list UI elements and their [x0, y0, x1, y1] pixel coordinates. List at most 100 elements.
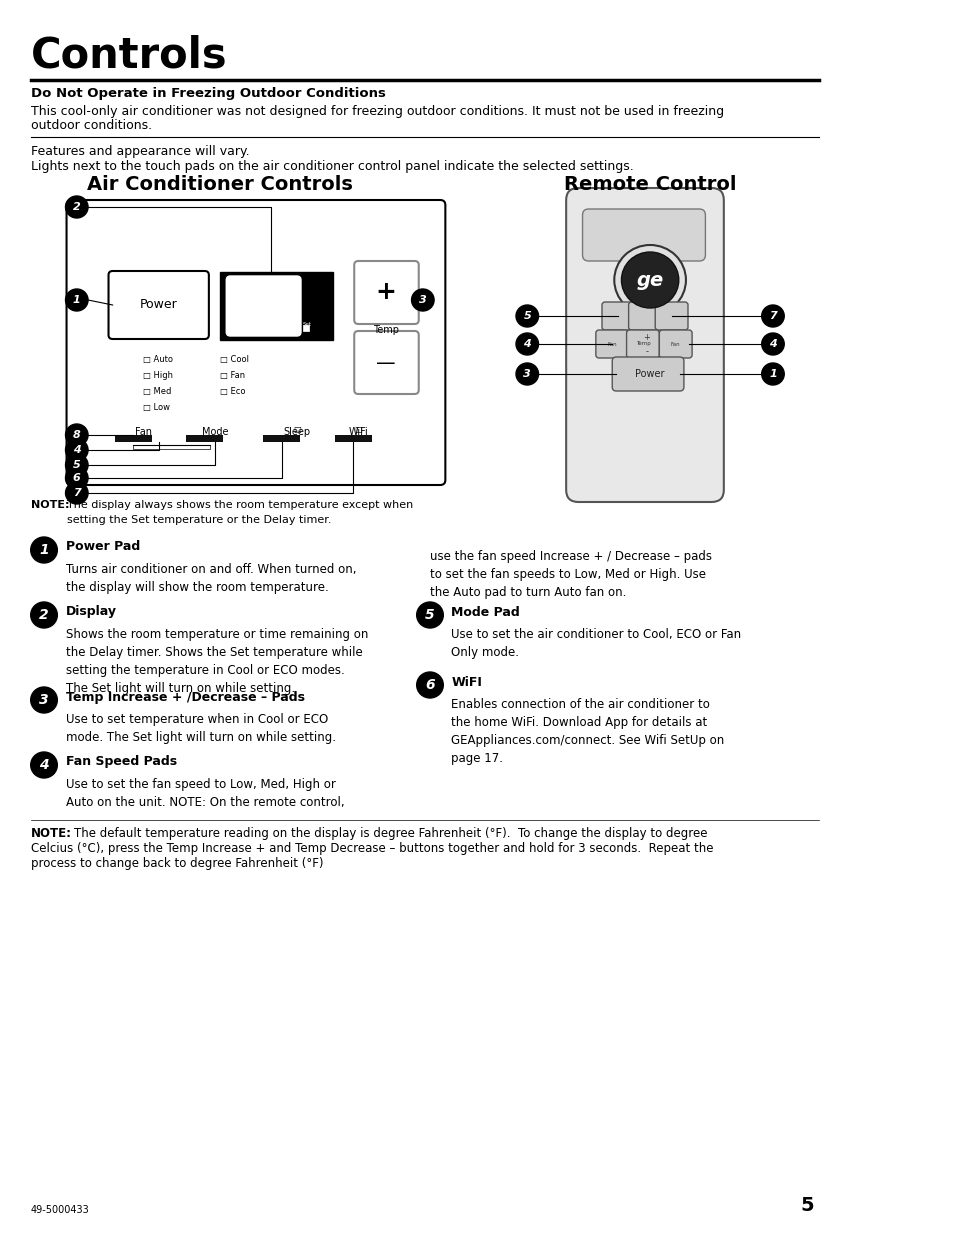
Text: □ Med: □ Med: [143, 387, 172, 396]
Circle shape: [30, 601, 57, 629]
Circle shape: [66, 438, 88, 461]
Circle shape: [30, 752, 57, 778]
Text: □ High: □ High: [143, 370, 173, 380]
Text: Turns air conditioner on and off. When turned on,
the display will show the room: Turns air conditioner on and off. When t…: [66, 563, 355, 594]
Circle shape: [516, 363, 537, 385]
Text: 3: 3: [39, 693, 49, 706]
Text: Display: Display: [66, 605, 116, 619]
Circle shape: [516, 333, 537, 354]
Circle shape: [614, 245, 685, 315]
Bar: [335, 435, 372, 442]
Circle shape: [516, 305, 537, 327]
Text: Mode: Mode: [201, 427, 228, 437]
Text: +: +: [643, 333, 650, 342]
Text: Fan: Fan: [607, 342, 617, 347]
Text: 8: 8: [72, 430, 81, 440]
Text: 5: 5: [800, 1195, 813, 1215]
Circle shape: [66, 482, 88, 504]
Text: 1: 1: [72, 295, 81, 305]
Bar: [303, 325, 309, 331]
Text: Use to set temperature when in Cool or ECO
mode. The Set light will turn on whil: Use to set temperature when in Cool or E…: [66, 713, 335, 743]
Text: 2: 2: [39, 608, 49, 622]
Text: 5: 5: [523, 311, 531, 321]
Text: Fan: Fan: [134, 427, 152, 437]
Text: Air Conditioner Controls: Air Conditioner Controls: [87, 175, 353, 194]
Text: 6: 6: [72, 473, 81, 483]
Text: 3: 3: [523, 369, 531, 379]
Circle shape: [66, 196, 88, 219]
Circle shape: [66, 454, 88, 475]
Text: NOTE:: NOTE:: [30, 500, 70, 510]
Text: Fan: Fan: [670, 342, 679, 347]
Text: ge: ge: [636, 270, 663, 289]
Text: □ Low: □ Low: [143, 403, 171, 412]
Text: Controls: Controls: [30, 35, 227, 77]
Text: Features and appearance will vary.: Features and appearance will vary.: [30, 144, 249, 158]
Text: 7: 7: [768, 311, 776, 321]
FancyBboxPatch shape: [582, 209, 704, 261]
Text: Fan Speed Pads: Fan Speed Pads: [66, 756, 176, 768]
Text: 5: 5: [72, 459, 81, 471]
Circle shape: [416, 672, 443, 698]
Circle shape: [30, 687, 57, 713]
Text: 4: 4: [39, 758, 49, 772]
Text: Temp: Temp: [373, 325, 398, 335]
FancyBboxPatch shape: [354, 261, 418, 324]
FancyBboxPatch shape: [655, 303, 687, 330]
Text: □: □: [293, 425, 300, 433]
Bar: [220, 272, 333, 340]
Text: +: +: [375, 280, 396, 304]
Text: Do Not Operate in Freezing Outdoor Conditions: Do Not Operate in Freezing Outdoor Condi…: [30, 86, 385, 100]
Text: USING THE AIR CONDITIONER: USING THE AIR CONDITIONER: [887, 469, 904, 766]
Text: —: —: [375, 353, 395, 373]
FancyBboxPatch shape: [565, 188, 723, 501]
Text: 4: 4: [72, 445, 81, 454]
Text: setting the Set temperature or the Delay timer.: setting the Set temperature or the Delay…: [67, 515, 331, 525]
Circle shape: [760, 333, 783, 354]
Text: outdoor conditions.: outdoor conditions.: [30, 119, 152, 132]
Text: Sleep: Sleep: [283, 427, 310, 437]
Text: Set: Set: [302, 322, 312, 327]
Text: Power: Power: [140, 299, 177, 311]
Circle shape: [760, 305, 783, 327]
Circle shape: [760, 363, 783, 385]
Text: □: □: [354, 425, 362, 433]
Text: 3: 3: [418, 295, 426, 305]
FancyBboxPatch shape: [596, 330, 628, 358]
Text: The default temperature reading on the display is degree Fahrenheit (°F).  To ch: The default temperature reading on the d…: [73, 827, 706, 840]
Bar: [114, 435, 152, 442]
FancyBboxPatch shape: [628, 303, 660, 330]
Circle shape: [66, 467, 88, 489]
FancyBboxPatch shape: [601, 303, 634, 330]
Text: Power: Power: [635, 369, 664, 379]
Text: 49-5000433: 49-5000433: [30, 1205, 90, 1215]
Text: WiFI: WiFI: [451, 676, 482, 688]
Circle shape: [411, 289, 434, 311]
Text: 6: 6: [425, 678, 435, 692]
Text: □ Fan: □ Fan: [220, 370, 245, 380]
Text: 4: 4: [523, 338, 531, 350]
Circle shape: [416, 601, 443, 629]
Text: Remote Control: Remote Control: [563, 175, 736, 194]
Circle shape: [620, 252, 679, 308]
Text: Power Pad: Power Pad: [66, 541, 140, 553]
FancyBboxPatch shape: [67, 200, 445, 485]
Text: Enables connection of the air conditioner to
the home WiFi. Download App for det: Enables connection of the air conditione…: [451, 698, 724, 764]
Text: Use to set the air conditioner to Cool, ECO or Fan
Only mode.: Use to set the air conditioner to Cool, …: [451, 629, 740, 659]
Text: The display always shows the room temperature except when: The display always shows the room temper…: [67, 500, 413, 510]
Text: 1: 1: [768, 369, 776, 379]
Text: WiFi: WiFi: [348, 427, 368, 437]
Text: 1: 1: [39, 543, 49, 557]
Text: NOTE:: NOTE:: [30, 827, 71, 840]
Text: Lights next to the touch pads on the air conditioner control panel indicate the : Lights next to the touch pads on the air…: [30, 161, 633, 173]
Text: Temp: Temp: [635, 342, 650, 347]
Text: Celcius (°C), press the Temp Increase + and Temp Decrease – buttons together and: Celcius (°C), press the Temp Increase + …: [30, 842, 713, 855]
Text: Use to set the fan speed to Low, Med, High or
Auto on the unit. NOTE: On the rem: Use to set the fan speed to Low, Med, Hi…: [66, 778, 344, 809]
Text: Temp Increase + /Decrease – Pads: Temp Increase + /Decrease – Pads: [66, 690, 304, 704]
Text: Mode Pad: Mode Pad: [451, 605, 519, 619]
Text: 7: 7: [72, 488, 81, 498]
Text: □ Eco: □ Eco: [220, 387, 245, 396]
FancyBboxPatch shape: [354, 331, 418, 394]
Circle shape: [66, 424, 88, 446]
FancyBboxPatch shape: [659, 330, 691, 358]
